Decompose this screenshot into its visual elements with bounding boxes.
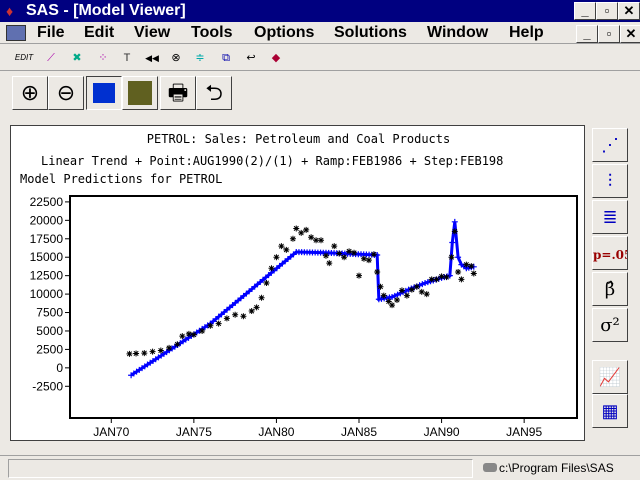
autocorrelation-button[interactable]: ≣ — [592, 200, 628, 234]
split-icon[interactable]: ≑ — [195, 52, 205, 64]
status-bar: c:\Program Files\SAS — [0, 455, 640, 480]
stack-icon[interactable]: ⊗ — [171, 52, 181, 64]
zoom-out-icon: ⊖ — [56, 80, 76, 105]
title-bar: ♦ SAS - [Model Viewer] _ ▫ ✕ — [0, 0, 640, 22]
scatter-plot-icon: ⋰ — [601, 135, 619, 155]
model-description: Linear Trend + Point:AUG1990(2)/(1) + Ra… — [41, 154, 504, 168]
menu-solutions[interactable]: Solutions — [334, 24, 407, 41]
autocorrelation-icon: ≣ — [602, 207, 618, 227]
zoom-in-icon: ⊕ — [20, 80, 40, 105]
menu-tools[interactable]: Tools — [191, 24, 233, 41]
drive-icon — [483, 463, 497, 472]
menu-help[interactable]: Help — [509, 24, 544, 41]
chart-title: PETROL: Sales: Petroleum and Coal Produc… — [146, 132, 451, 146]
menu-options[interactable]: Options — [254, 24, 315, 41]
restore-button[interactable]: ▫ — [596, 2, 618, 20]
print-button[interactable]: 🖶 — [160, 76, 196, 110]
zoom-out-button[interactable]: ⊖ — [48, 76, 84, 110]
sigma-squared-icon: σ² — [600, 315, 620, 336]
window-title: SAS - [Model Viewer] — [26, 2, 186, 19]
undo-icon[interactable]: ↩ — [246, 52, 256, 64]
child-restore-button[interactable]: ▫ — [598, 25, 620, 43]
table-icon: ▦ — [601, 401, 619, 421]
model-viewer-panel: PETROL: Sales: Petroleum and Coal Produc… — [10, 125, 585, 441]
rewind-icon[interactable]: ◀◀ — [145, 53, 159, 63]
menu-edit[interactable]: Edit — [84, 24, 115, 41]
error-bars-button[interactable]: ⫶ — [592, 164, 628, 198]
error-bars-icon: ⫶ — [607, 171, 613, 191]
pvalue-button[interactable]: p=.05 — [592, 236, 628, 270]
edit-icon[interactable]: EDIT — [14, 53, 34, 62]
lock-button[interactable] — [86, 76, 122, 110]
menu-file[interactable]: File — [37, 24, 65, 41]
document-icon[interactable] — [6, 25, 26, 41]
print-icon: 🖶 — [167, 80, 189, 105]
child-minimize-button[interactable]: _ — [576, 25, 598, 43]
beta-hat-button[interactable]: β̂ — [592, 272, 628, 306]
scatter-plot-button[interactable]: ⋰ — [592, 128, 628, 162]
forecast-graph-icon: 📈 — [598, 367, 622, 387]
book-icon[interactable]: ◆ — [271, 52, 281, 64]
menu-window[interactable]: Window — [427, 24, 489, 41]
table-button[interactable]: ▦ — [592, 394, 628, 428]
data-icon[interactable]: ⁘ — [98, 52, 108, 64]
forecast-graph-button[interactable]: 📈 — [592, 360, 628, 394]
graph-icon[interactable]: ⟋ — [47, 52, 55, 64]
save-button[interactable] — [122, 76, 158, 110]
toolbar: EDIT ⟋ ✖ ⁘ T ◀◀ ⊗ ≑ ⧉ ↩ ◆ — [0, 45, 640, 71]
pvalue-icon: p=.05 — [593, 248, 627, 262]
close-button[interactable]: ✕ — [618, 2, 640, 20]
menu-view[interactable]: View — [134, 24, 171, 41]
window-icon[interactable]: ⧉ — [222, 52, 230, 64]
current-directory[interactable]: c:\Program Files\SAS — [499, 461, 614, 475]
menu-bar: File Edit View Tools Options Solutions W… — [0, 22, 640, 44]
return-button[interactable]: ⮌ — [196, 76, 232, 110]
save-icon — [128, 81, 152, 105]
beta-hat-icon: β̂ — [604, 279, 616, 300]
sas-icon[interactable]: ♦ — [6, 3, 14, 19]
sigma-squared-button[interactable]: σ² — [592, 308, 628, 342]
child-close-button[interactable]: ✕ — [620, 25, 640, 43]
status-message-area — [8, 459, 473, 478]
tool-icon[interactable]: ✖ — [72, 52, 82, 64]
minimize-button[interactable]: _ — [574, 2, 596, 20]
zoom-in-button[interactable]: ⊕ — [12, 76, 48, 110]
chart-caption: Model Predictions for PETROL — [20, 172, 223, 186]
ruler-icon[interactable]: T — [123, 52, 131, 64]
return-icon: ⮌ — [205, 80, 223, 105]
lock-icon — [93, 83, 115, 103]
